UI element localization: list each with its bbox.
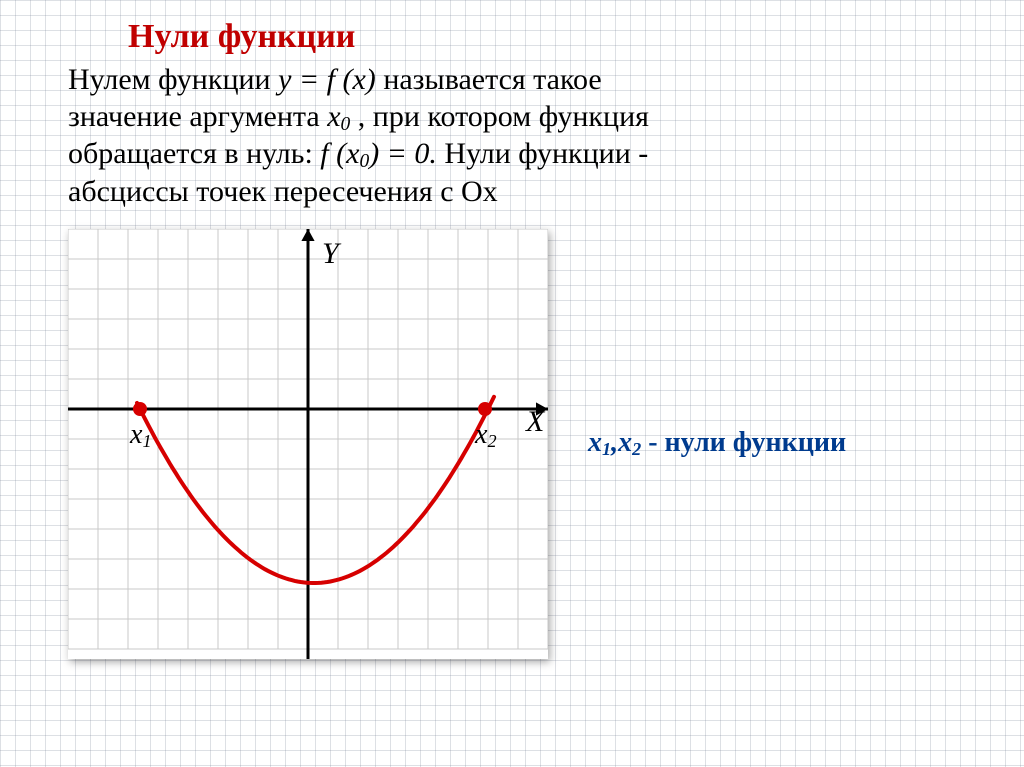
definition-paragraph: Нулем функции y = f (x) называется такое… — [68, 62, 974, 211]
root-label-x1: x1 — [130, 419, 152, 452]
def-text: , при котором функция — [358, 100, 649, 133]
root-label-x2: x2 — [475, 419, 497, 452]
roots-caption: x1,x2 - нули функции — [588, 427, 846, 460]
def-arg: x — [327, 100, 340, 133]
cap-tail: - нули функции — [641, 427, 846, 458]
def-eq-fx0b: ) = 0. — [369, 137, 444, 170]
def-eq-fx0a: f (x — [320, 137, 359, 170]
cap-x2: ,x — [611, 427, 632, 458]
def-text: Нули функции - — [444, 137, 648, 170]
chart-container: Y X x1 x2 — [68, 229, 548, 659]
cap-x: x — [588, 427, 602, 458]
def-eq-fx0-sub: 0 — [359, 151, 369, 172]
page-title: Нули функции — [128, 18, 984, 56]
def-arg-sub: 0 — [341, 114, 351, 135]
def-text: Нулем функции — [68, 63, 278, 96]
cap-s2: 2 — [632, 439, 641, 459]
def-text: обращается в нуль: — [68, 137, 320, 170]
def-text: абсциссы точек пересечения с Оx — [68, 175, 498, 208]
def-eq-yfx: y = f (x) — [278, 63, 376, 96]
axis-label-x: X — [526, 405, 544, 439]
def-text: называется такое — [383, 63, 601, 96]
slide-content: Нули функции Нулем функции y = f (x) наз… — [0, 0, 1024, 767]
cap-s1: 1 — [602, 439, 611, 459]
chart-row: Y X x1 x2 x1,x2 - нули функции — [68, 229, 984, 659]
def-text: значение аргумента — [68, 100, 327, 133]
axis-label-y: Y — [322, 237, 339, 271]
